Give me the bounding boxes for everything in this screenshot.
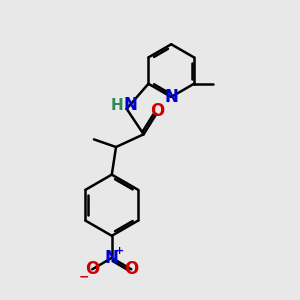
Text: N: N	[105, 249, 119, 267]
Text: O: O	[85, 260, 99, 278]
Text: −: −	[79, 270, 89, 283]
Text: +: +	[115, 246, 124, 256]
Text: N: N	[123, 96, 137, 114]
Text: O: O	[150, 101, 164, 119]
Text: O: O	[124, 260, 138, 278]
Text: N: N	[164, 88, 178, 106]
Text: H: H	[111, 98, 124, 113]
